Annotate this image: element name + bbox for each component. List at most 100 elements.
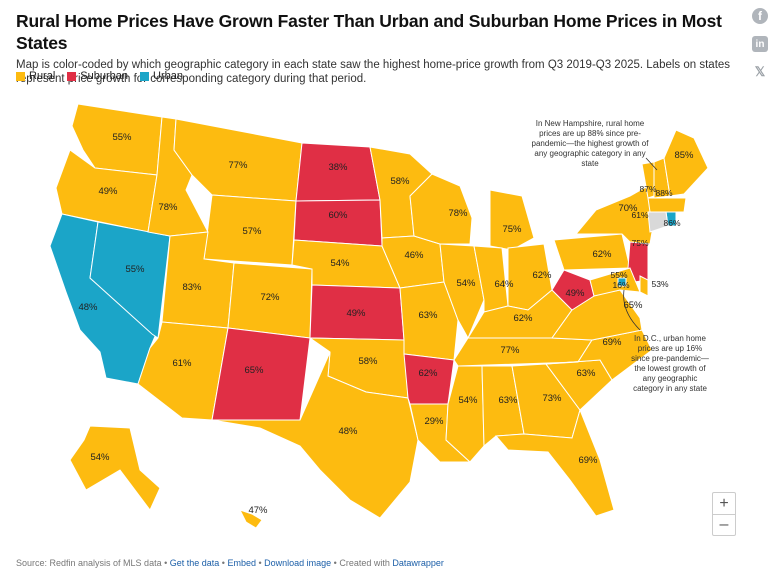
state-hi[interactable] [239,509,263,529]
state-ny[interactable] [574,185,653,245]
state-label-wy: 57% [242,226,262,237]
state-me[interactable] [663,129,709,197]
state-tx[interactable] [211,351,419,519]
embed-link[interactable]: Embed [227,558,256,568]
state-label-tn: 77% [500,345,520,356]
state-label-id: 78% [158,202,178,213]
chart-header: Rural Home Prices Have Grown Faster Than… [16,10,736,86]
state-label-wv: 49% [565,288,585,299]
annotation-dc: In D.C., urban home prices are up 16% sinc… [631,334,709,393]
state-label-nd: 38% [328,162,348,173]
state-label-ut: 83% [182,282,202,293]
chart-title: Rural Home Prices Have Grown Faster Than… [16,11,722,53]
state-label-nh: 88% [655,188,672,198]
get-data-link[interactable]: Get the data [169,558,220,568]
footer-separator: • [219,558,228,568]
state-az[interactable] [137,321,229,421]
state-label-md: 55% [610,270,627,280]
facebook-icon[interactable]: f [752,8,768,24]
state-label-sc: 63% [576,368,596,379]
state-label-de: 53% [651,279,668,289]
legend-item-rural: Rural [16,70,55,82]
state-label-va: 65% [623,300,643,311]
state-label-fl: 69% [578,455,598,466]
state-label-al: 63% [498,395,518,406]
state-label-la: 29% [424,416,444,427]
x-twitter-icon[interactable]: 𝕏 [754,64,766,79]
legend-label-suburban: Suburban [80,70,129,82]
state-labels: 55% 49% 48% 55% 78% 77% 57% 83% 61% 72% 65% 38% 60% 5… [78,132,694,516]
source-text: Source: Redfin analysis of MLS data • [16,558,170,568]
state-dc[interactable] [617,277,627,287]
footer-separator: • [255,558,265,568]
state-label-ms: 54% [458,395,478,406]
state-label-ne: 54% [330,258,350,269]
state-label-ok: 58% [358,356,378,367]
legend-swatch-suburban [67,71,77,81]
state-label-ny: 70% [618,203,638,214]
state-label-nj: 75% [631,238,648,248]
state-label-mi: 75% [502,224,522,235]
state-label-ar: 62% [418,368,438,379]
us-map[interactable]: 55% 49% 48% 55% 78% 77% 57% 83% 61% 72% 65% 38% 60% 5… [0,90,780,550]
state-label-ca: 48% [78,302,98,313]
datawrapper-link[interactable]: Datawrapper [392,558,444,568]
state-wi[interactable] [409,173,473,245]
state-label-co: 72% [260,292,280,303]
state-sd[interactable] [293,199,383,247]
annotation-arrow-dc [623,289,641,331]
footer: Source: Redfin analysis of MLS data • Ge… [16,558,444,568]
state-label-in: 64% [494,279,514,290]
zoom-in-button[interactable]: + [719,494,729,512]
annotation-arrow-nh [645,157,658,171]
legend-item-urban: Urban [140,70,183,82]
state-label-nm: 65% [244,365,264,376]
annotations: In New Hampshire, rural home prices are u… [532,119,709,393]
state-label-az: 61% [172,358,192,369]
state-label-nv: 55% [125,264,145,275]
legend-label-rural: Rural [29,70,56,82]
state-label-oh: 62% [532,270,552,281]
download-image-link[interactable]: Download image [264,558,332,568]
state-mi[interactable] [489,189,535,251]
state-label-nc: 69% [602,337,622,348]
state-label-hi: 47% [248,505,268,516]
state-label-ks: 49% [346,308,366,319]
state-ma[interactable] [647,197,687,213]
legend-label-urban: Urban [153,70,183,82]
state-ar[interactable] [403,353,455,405]
zoom-out-button[interactable]: – [713,514,735,535]
state-label-or: 49% [98,186,118,197]
state-label-mn: 58% [390,176,410,187]
state-label-il: 54% [456,278,476,289]
state-shapes [49,103,709,529]
state-label-ky: 62% [513,313,533,324]
state-label-wi: 78% [448,208,468,219]
state-label-pa: 62% [592,249,612,260]
state-ct[interactable] [647,211,669,233]
footer-separator: • Created with [331,558,393,568]
state-fl[interactable] [494,408,615,517]
state-label-me: 85% [674,150,694,161]
state-label-vt: 87% [639,184,656,194]
state-label-mt: 77% [228,160,248,171]
state-label-sd: 60% [328,210,348,221]
state-label-dc: 16% [612,280,629,290]
state-label-ak: 54% [90,452,110,463]
legend: Rural Suburban Urban [16,70,183,82]
state-label-ia: 46% [404,250,424,261]
legend-item-suburban: Suburban [67,70,128,82]
state-ak[interactable] [69,425,161,511]
legend-swatch-urban [140,71,150,81]
legend-swatch-rural [16,71,25,81]
annotation-new-hampshire: In New Hampshire, rural home prices are u… [532,119,650,168]
state-label-ri: 86% [663,218,680,228]
state-label-tx: 48% [338,426,358,437]
state-md[interactable] [589,267,641,297]
state-label-mo: 63% [418,310,438,321]
state-de[interactable] [639,275,649,297]
linkedin-icon[interactable]: in [752,36,768,52]
zoom-control: + – [712,492,736,536]
chart-subtitle: Map is color-coded by which geographic c… [16,59,731,85]
share-buttons: f in 𝕏 [752,8,768,80]
